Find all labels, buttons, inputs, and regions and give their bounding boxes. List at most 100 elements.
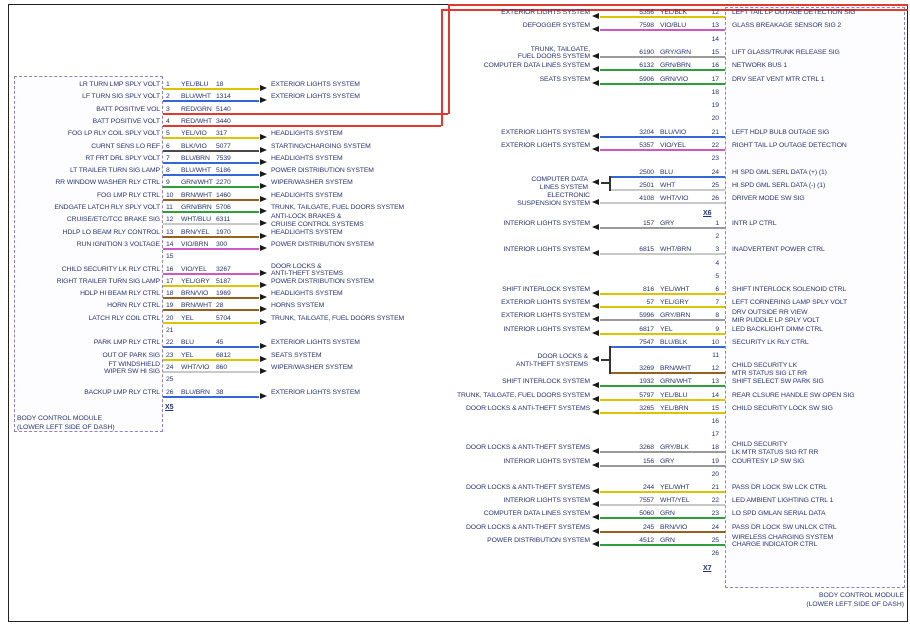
system-name: COMPUTER DATA LINES SYSTEM [483, 62, 590, 70]
wire-color-code: YEL [181, 314, 194, 322]
wire-color-code: VIO/YEL [660, 142, 686, 149]
pin-function-label: SECURITY LK RLY CTRL [732, 338, 809, 346]
pin-number: 19 [711, 457, 719, 465]
wire-line [163, 247, 259, 250]
system-name: ANTI-LOCK BRAKES & CRUISE CONTROL SYSTEM… [271, 213, 364, 228]
wire-line-vertical [441, 9, 443, 126]
circuit-number: 1460 [216, 191, 231, 199]
arrow-left-icon [592, 382, 599, 389]
circuit-number: 245 [642, 523, 654, 531]
pin-function-label: RR WINDOW WASHER RLY CTRL [55, 179, 160, 187]
circuit-number: 2500 [639, 168, 654, 176]
wire-line [163, 211, 259, 213]
system-name: HEADLIGHTS SYSTEM [271, 191, 343, 199]
circuit-number: 5357 [639, 142, 654, 149]
wire-color-code: BLU/WHT [181, 93, 211, 101]
circuit-number: 6132 [639, 62, 654, 70]
pin-number: 21 [166, 327, 174, 334]
circuit-number: 3268 [639, 444, 654, 452]
pin-number: 2 [166, 93, 170, 101]
arrow-left-icon [592, 514, 599, 521]
pin-number: 6 [166, 142, 170, 150]
wire-color-code: GRN [660, 510, 675, 518]
system-name: DOOR LOCKS & ANTI-THEFT SYSTEMS [465, 444, 590, 452]
wire-line [600, 82, 725, 85]
wire-line [600, 451, 725, 454]
wire-color-code: WHT/BLU [181, 216, 211, 224]
wire-color-code: YEL/BLU [660, 391, 688, 399]
arrow-left-icon [592, 290, 599, 296]
arrow-right-icon [260, 294, 267, 301]
wire-color-code: BRN/YEL [181, 228, 210, 236]
arrow-left-icon [592, 448, 599, 455]
bracket-line [609, 345, 611, 375]
arrow-right-icon [260, 146, 267, 153]
system-name: COMPUTER DATA LINES SYSTEM [483, 510, 590, 518]
wire-color-code: BLU/BRN [181, 154, 210, 162]
wire-line [163, 223, 259, 226]
bracket-stub [601, 182, 610, 185]
pin-function-label: PARK LMP RLY CTRL [93, 339, 160, 347]
pin-function-label: LO SPD GMLAN SERIAL DATA [732, 510, 826, 518]
circuit-number: 5797 [639, 391, 654, 399]
wire-color-code: YEL/BLU [181, 81, 209, 88]
pin-function-label: LIFT GLASS/TRUNK RELEASE SIG [732, 48, 840, 56]
pin-number: 15 [711, 404, 719, 412]
system-name: EXTERIOR LIGHTS SYSTEM [501, 142, 590, 149]
pin-function-label: RT FRT DRL SPLY VOLT [85, 154, 160, 162]
pin-number: 7 [166, 154, 170, 162]
wire-line [163, 370, 259, 373]
circuit-number: 1314 [216, 93, 231, 101]
wire-line [600, 293, 725, 295]
system-name: WIPER/WASHER SYSTEM [271, 179, 353, 187]
wire-line [163, 272, 259, 275]
wire-color-code: BRN/VIO [181, 290, 209, 298]
pin-number: 3 [715, 246, 719, 254]
pin-number: 20 [711, 115, 719, 123]
wire-color-code: BLU/VIO [660, 128, 687, 136]
pin-number: 5 [715, 272, 719, 280]
circuit-number: 244 [642, 484, 654, 491]
pin-function-label: DRV OUTSIDE RR VIEW MIR PUDDLE LP SPLY V… [732, 309, 820, 324]
circuit-number: 860 [216, 363, 228, 371]
pin-function-label: DRV SEAT VENT MTR CTRL 1 [732, 75, 825, 83]
circuit-number: 7557 [639, 497, 654, 505]
circuit-number: 3204 [639, 128, 654, 136]
wire-color-code: YEL [660, 325, 673, 333]
wire-line [600, 253, 725, 256]
arrow-left-icon [592, 303, 599, 310]
pin-number: 24 [711, 523, 719, 531]
wire-color-code: GRY/BRN [660, 312, 691, 320]
circuit-number: 157 [642, 220, 654, 227]
pin-function-label: OUT OF PARK SIG [102, 351, 160, 359]
arrow-left-icon [592, 146, 599, 152]
pin-function-label: CHILD SECURITY LOCK SW SIG [732, 404, 833, 412]
right-module-title: BODY CONTROL MODULE [819, 592, 904, 599]
circuit-number: 2501 [639, 181, 654, 189]
wire-line [163, 198, 259, 201]
pin-function-label: DRIVER MODE SW SIG [732, 195, 805, 203]
system-name: INTERIOR LIGHTS SYSTEM [503, 497, 590, 505]
wire-line [163, 100, 259, 103]
wire-color-code: BLU [181, 339, 194, 347]
wire-color-code: YEL/BLK [660, 9, 687, 16]
pin-number: 4 [715, 259, 719, 267]
arrow-left-icon [592, 395, 599, 402]
pin-function-label: BATT POSITIVE VOL [96, 105, 160, 113]
system-name: EXTERIOR LIGHTS SYSTEM [501, 9, 590, 16]
wire-line-top [448, 4, 908, 6]
pin-number: 12 [711, 9, 719, 16]
pin-function-label: ENDGATE LATCH RLY SPLY VOLT [54, 204, 160, 211]
pin-function-label: CHILD SECURITY LK MTR STATUS SIG LT RR [732, 362, 807, 377]
arrow-left-icon [592, 66, 599, 73]
pin-number: 23 [166, 351, 174, 359]
system-name: EXTERIOR LIGHTS SYSTEM [271, 388, 360, 396]
system-name: ELECTRONIC SUSPENSION SYSTEM [517, 192, 590, 207]
pin-function-label: CHILD SECURITY LK MTR STATUS SIG RT RR [732, 441, 819, 456]
system-name: INTERIOR LIGHTS SYSTEM [503, 220, 590, 227]
system-name: HORNS SYSTEM [271, 302, 325, 310]
wire-color-code: BLU/BRN [181, 388, 210, 396]
system-name: INTERIOR LIGHTS SYSTEM [503, 246, 590, 254]
arrow-left-icon [592, 527, 599, 534]
pin-function-label: PASS DR LOCK SW UNLCK CTRL [732, 523, 837, 531]
